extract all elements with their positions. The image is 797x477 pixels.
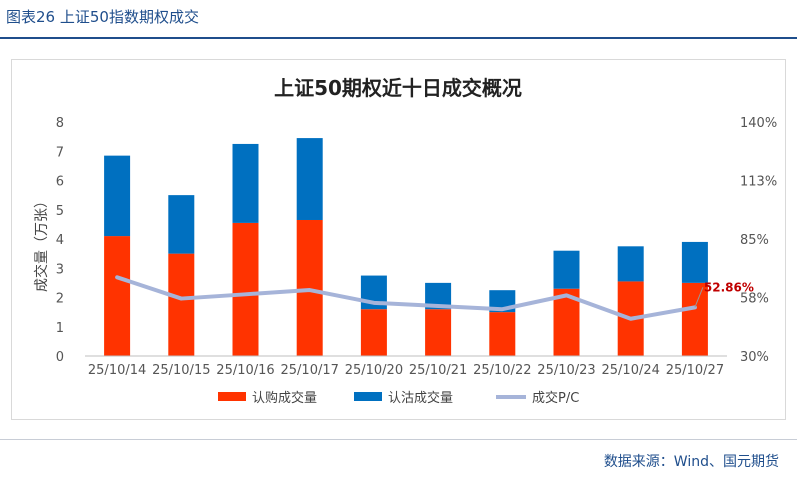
- x-tick-label: 25/10/20: [345, 363, 403, 378]
- bar-put-volume: [617, 246, 644, 282]
- bar-call-volume: [681, 282, 708, 356]
- y-tick-label: 2: [56, 292, 64, 307]
- legend-label: 认沽成交量: [388, 390, 453, 406]
- source-note: 数据来源：Wind、国元期货: [603, 454, 779, 470]
- figure-title: 图表26 上证50指数期权成交: [6, 8, 199, 26]
- x-tick-label: 25/10/14: [88, 363, 146, 378]
- y-tick-label: 5: [56, 204, 64, 219]
- x-tick-label: 25/10/27: [666, 363, 724, 378]
- y2-tick-label: 113%: [740, 175, 777, 190]
- bar-call-volume: [425, 309, 452, 356]
- chart-svg: 上证50期权近十日成交概况 成交量（万张） 0 1 2 3 4 5 6 7 8 30% 58% 85%…: [33, 76, 777, 406]
- y2-tick-label: 140%: [740, 116, 777, 131]
- y-tick-label: 0: [56, 350, 64, 365]
- y-tick-label: 3: [56, 262, 64, 277]
- y-tick-label: 4: [56, 233, 64, 248]
- chart-frame: [11, 59, 786, 420]
- y2-tick-label: 58%: [740, 292, 769, 307]
- bar-put-volume: [168, 195, 195, 254]
- y-axis-label: 成交量（万张）: [33, 194, 50, 292]
- x-tick-label: 25/10/15: [152, 363, 210, 378]
- title-rule: [0, 37, 797, 39]
- y-tick-label: 7: [56, 145, 64, 160]
- x-tick-label: 25/10/17: [281, 363, 339, 378]
- bar-call-volume: [104, 236, 131, 356]
- y-tick-label: 6: [56, 175, 64, 190]
- bar-put-volume: [104, 155, 131, 237]
- pc-last-value-label: 52.86%: [704, 280, 754, 294]
- legend-label: 成交P/C: [532, 390, 579, 406]
- legend-swatch-1: [218, 392, 246, 401]
- x-tick-label: 25/10/16: [216, 363, 274, 378]
- bar-call-volume: [489, 312, 516, 356]
- bar-call-volume: [168, 253, 195, 356]
- x-tick-label: 25/10/22: [473, 363, 531, 378]
- annotation-leader: [694, 287, 704, 308]
- pc-ratio-line: [115, 275, 697, 321]
- y-tick-label: 1: [56, 321, 64, 336]
- y-tick-label: 8: [56, 116, 64, 131]
- chart-title: 上证50期权近十日成交概况: [274, 76, 522, 100]
- legend-swatch-2: [354, 392, 382, 401]
- x-tick-label: 25/10/23: [537, 363, 595, 378]
- y2-tick-label: 30%: [740, 350, 769, 365]
- x-tick-label: 25/10/21: [409, 363, 467, 378]
- y2-tick-label: 85%: [740, 233, 769, 248]
- bar-call-volume: [360, 309, 387, 356]
- bar-put-volume: [681, 241, 708, 283]
- x-tick-label: 25/10/24: [602, 363, 660, 378]
- legend-label: 认购成交量: [252, 390, 317, 406]
- footer-rule: [0, 439, 797, 440]
- bar-call-volume: [296, 219, 323, 356]
- bar-put-volume: [553, 250, 580, 289]
- bar-call-volume: [232, 222, 259, 356]
- bar-put-volume: [296, 138, 323, 220]
- bar-put-volume: [232, 143, 259, 223]
